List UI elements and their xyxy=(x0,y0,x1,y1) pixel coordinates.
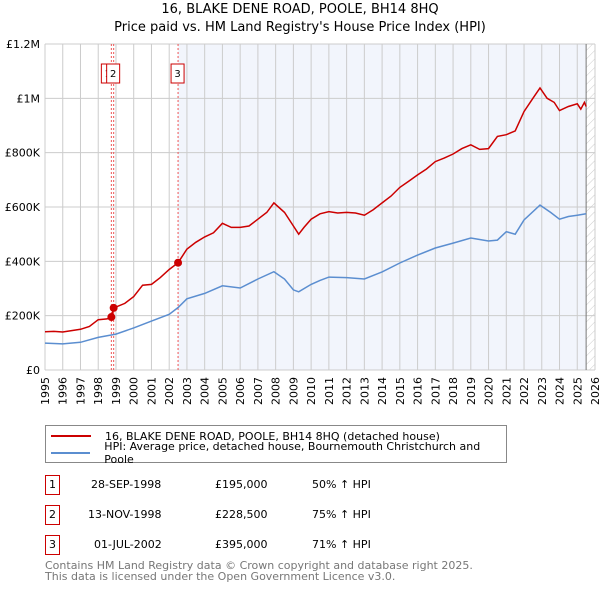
x-tick-label: 2003 xyxy=(181,377,194,405)
transaction-delta: 50% ↑ HPI xyxy=(312,478,371,491)
y-tick-label: £200K xyxy=(5,310,41,323)
sale-label: 3 xyxy=(174,69,180,80)
x-tick-label: 2017 xyxy=(429,377,442,405)
transaction-price: £228,500 xyxy=(215,508,268,521)
x-tick-label: 2008 xyxy=(270,377,283,405)
transaction-row: 3 01-JUL-2002 £395,000 71% ↑ HPI xyxy=(45,535,445,555)
transaction-row: 1 28-SEP-1998 £195,000 50% ↑ HPI xyxy=(45,475,445,495)
y-tick-label: £1M xyxy=(17,92,41,105)
legend-item-property: 16, BLAKE DENE ROAD, POOLE, BH14 8HQ (de… xyxy=(46,428,440,444)
transaction-row: 2 13-NOV-1998 £228,500 75% ↑ HPI xyxy=(45,505,445,525)
sale-point xyxy=(107,313,116,322)
y-tick-label: £400K xyxy=(5,255,41,268)
footer-licence: This data is licensed under the Open Gov… xyxy=(45,570,396,583)
x-tick-label: 2020 xyxy=(483,377,496,405)
legend-swatch-red xyxy=(51,435,91,437)
footer: Contains HM Land Registry data © Crown c… xyxy=(45,560,473,582)
y-tick-label: £800K xyxy=(5,147,41,160)
x-tick-label: 2021 xyxy=(500,377,513,405)
legend-label: HPI: Average price, detached house, Bour… xyxy=(104,440,481,466)
x-tick-label: 2023 xyxy=(536,377,549,405)
x-tick-label: 2007 xyxy=(252,377,265,405)
x-tick-label: 1999 xyxy=(110,377,123,405)
x-tick-label: 2019 xyxy=(465,377,478,405)
x-tick-label: 2002 xyxy=(163,377,176,405)
chart-subtitle: Price paid vs. HM Land Registry's House … xyxy=(114,20,486,35)
sale-label-box xyxy=(106,63,121,84)
price-chart: 1995 1996 1997 1998 1999 2000 2001 2002 2003 2004… xyxy=(5,38,600,405)
x-tick-label: 1996 xyxy=(57,377,70,405)
sale-point xyxy=(174,258,183,267)
property-series-line xyxy=(44,86,587,333)
x-tick-label: 2006 xyxy=(234,377,247,405)
x-tick-label: 2025 xyxy=(571,377,584,405)
x-tick-label: 1998 xyxy=(92,377,105,405)
transaction-date: 28-SEP-1998 xyxy=(91,478,162,491)
x-tick-label: 2000 xyxy=(128,377,141,405)
x-tick-label: 2015 xyxy=(394,377,407,405)
y-tick-label: £1.2M xyxy=(6,38,40,51)
chart-title: 16, BLAKE DENE ROAD, POOLE, BH14 8HQ xyxy=(161,2,439,17)
transaction-price: £195,000 xyxy=(215,478,268,491)
hpi-series-line xyxy=(44,204,587,345)
x-tick-label: 2004 xyxy=(199,377,212,405)
x-tick-label: 2009 xyxy=(287,377,300,405)
x-tick-label: 1995 xyxy=(39,377,52,405)
footer-copyright: Contains HM Land Registry data © Crown c… xyxy=(45,559,473,572)
transaction-delta: 75% ↑ HPI xyxy=(312,508,371,521)
x-tick-label: 2013 xyxy=(358,377,371,405)
x-tick-label: 2018 xyxy=(447,377,460,405)
x-tick-label: 2026 xyxy=(589,377,600,405)
legend-swatch-blue xyxy=(51,452,91,454)
x-tick-label: 2011 xyxy=(323,377,336,405)
transaction-date: 13-NOV-1998 xyxy=(88,508,162,521)
sale-point xyxy=(109,303,118,312)
sale-label: 2 xyxy=(110,69,116,80)
legend: 16, BLAKE DENE ROAD, POOLE, BH14 8HQ (de… xyxy=(45,425,507,466)
transaction-price: £395,000 xyxy=(215,538,268,551)
x-tick-label: 2001 xyxy=(145,377,158,405)
transaction-number: 3 xyxy=(45,535,60,555)
sale-label-box xyxy=(170,63,185,84)
transaction-delta: 71% ↑ HPI xyxy=(312,538,371,551)
transaction-number: 1 xyxy=(45,475,60,495)
x-tick-label: 2005 xyxy=(216,377,229,405)
x-tick-label: 2024 xyxy=(554,377,567,405)
transaction-date: 01-JUL-2002 xyxy=(94,538,162,551)
x-tick-label: 2014 xyxy=(376,377,389,405)
x-tick-label: 2010 xyxy=(305,377,318,405)
x-tick-label: 2012 xyxy=(341,377,354,405)
transaction-number: 2 xyxy=(45,505,60,525)
y-tick-label: £0 xyxy=(26,364,40,377)
y-tick-label: £600K xyxy=(5,201,41,214)
x-tick-label: 2022 xyxy=(518,377,531,405)
x-tick-label: 1997 xyxy=(74,377,87,405)
legend-label: 16, BLAKE DENE ROAD, POOLE, BH14 8HQ (de… xyxy=(105,429,440,443)
legend-item-hpi: HPI: Average price, detached house, Bour… xyxy=(46,440,506,466)
x-tick-label: 2016 xyxy=(412,377,425,405)
